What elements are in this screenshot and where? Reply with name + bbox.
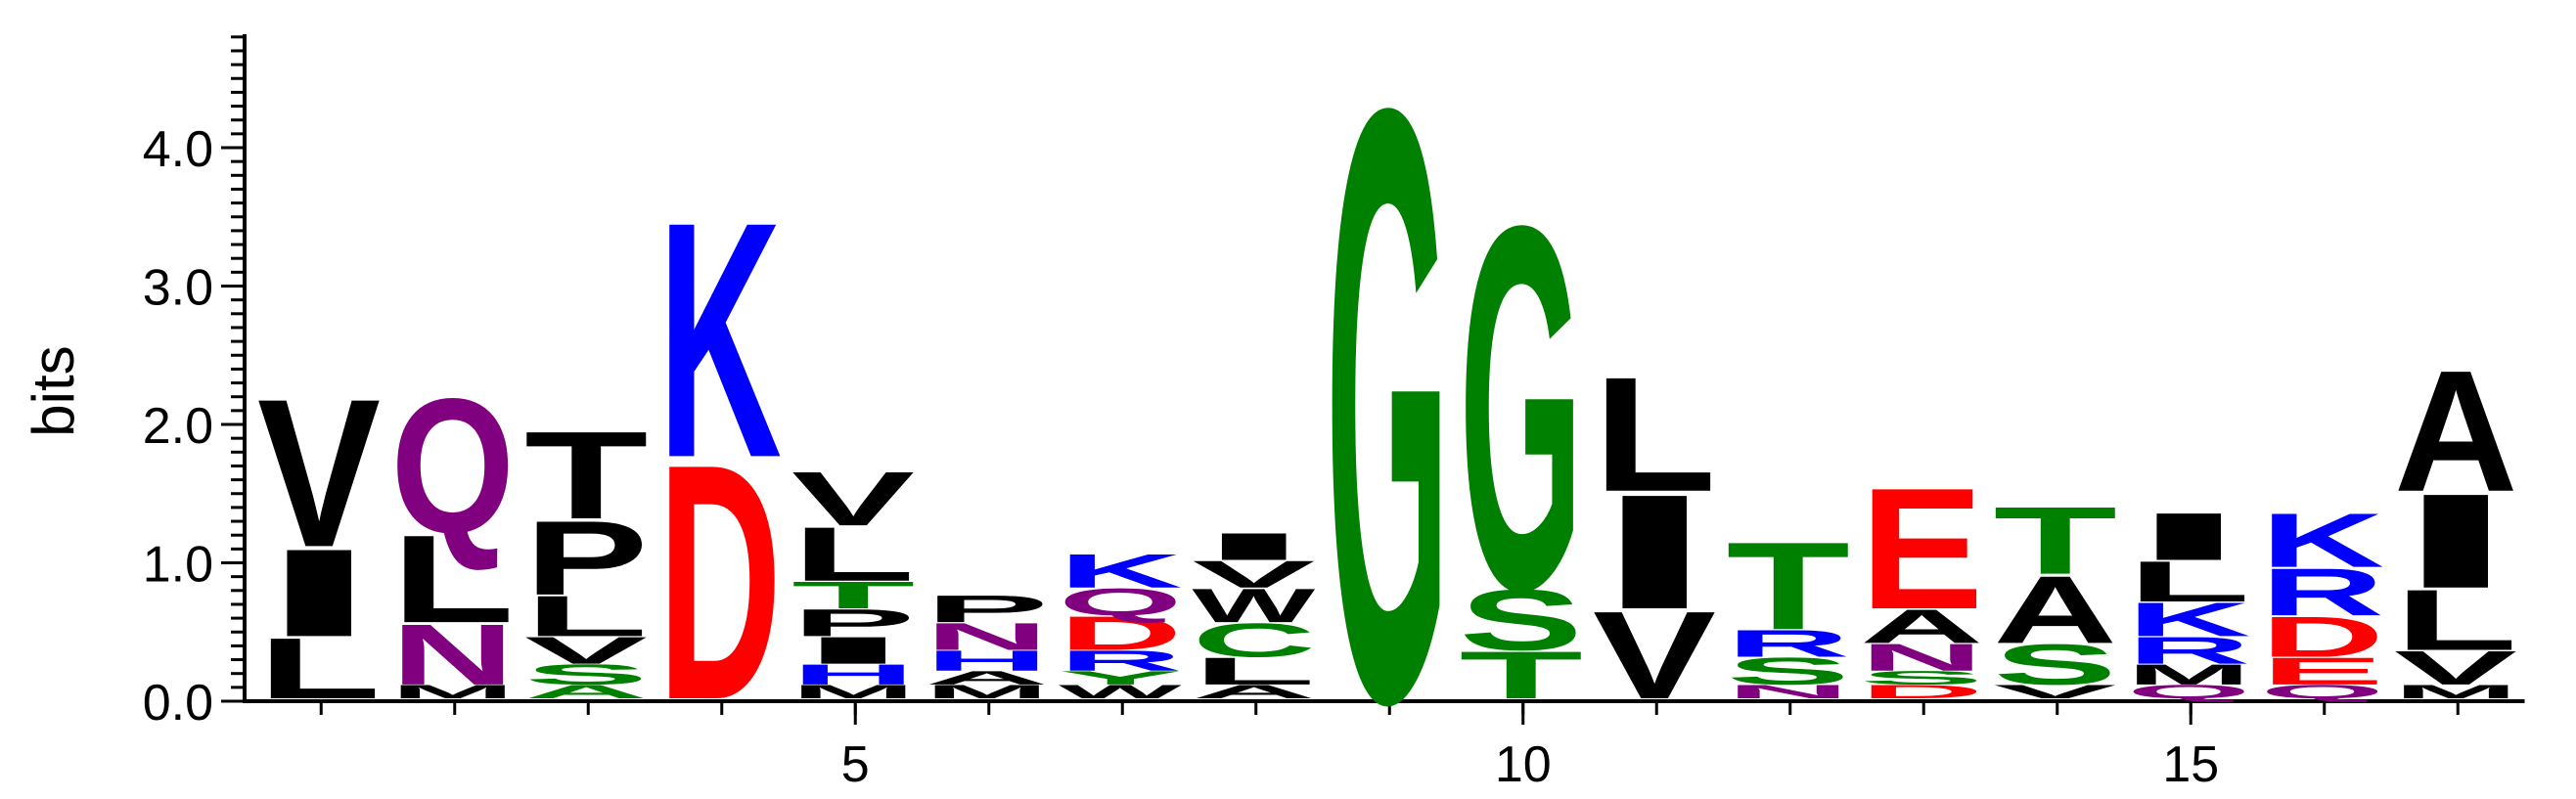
logo-letter-Q: Q [2127, 681, 2250, 702]
logo-letter-Q: Q [1059, 581, 1182, 624]
logo-letter-V: V [2394, 642, 2517, 695]
logo-letter-D: D [1860, 681, 1984, 702]
logo-letter-L: L [524, 584, 648, 648]
logo-letter-A: A [524, 681, 649, 702]
logo-letter-H: H [791, 658, 915, 690]
logo-letter-A: A [1994, 556, 2117, 664]
logo-letter-V: V [1994, 681, 2117, 702]
logo-letter-A: A [1193, 681, 1317, 702]
logo-letter-N: N [1860, 636, 1983, 679]
x-tick-label: 10 [1495, 736, 1552, 793]
logo-letter-Q: Q [391, 360, 515, 574]
logo-letter-A: A [2394, 335, 2518, 528]
logo-letter-S: S [1460, 572, 1583, 669]
chart-ticks: 0.0 1.0 2.0 3.0 4.0 5 10 15 [143, 35, 2460, 793]
logo-letter-I: I [257, 523, 381, 663]
logo-letter-K: K [1059, 545, 1182, 599]
logo-letter-Q: Q [2261, 681, 2384, 702]
logo-letter-A: A [926, 667, 1050, 688]
logo-letter-V: V [1193, 553, 1316, 596]
logo-letter-I: I [2127, 499, 2250, 574]
logo-letter-T: T [1460, 638, 1583, 713]
logo-letter-S: S [1727, 650, 1850, 693]
logo-letter-K: K [658, 152, 782, 527]
logo-letter-E: E [2261, 650, 2384, 693]
logo-letter-L: L [391, 510, 515, 649]
logo-letter-L: L [1593, 343, 1716, 525]
logo-letter-T: T [524, 406, 648, 546]
logo-letter-P: P [524, 499, 648, 617]
logo-letter-R: R [1059, 644, 1182, 677]
logo-letter-G: G [1460, 119, 1583, 698]
logo-letter-R: R [2127, 629, 2250, 672]
y-tick-label: 0.0 [143, 675, 213, 732]
logo-letter-V: V [524, 629, 648, 672]
logo-letter-L: L [2394, 571, 2517, 668]
logo-letter-I: I [1593, 461, 1716, 644]
logo-letter-N: N [391, 606, 515, 703]
logo-letter-L: L [257, 620, 381, 717]
y-tick-label: 1.0 [143, 537, 213, 594]
logo-letter-L: L [1193, 649, 1316, 692]
logo-letter-M: M [2394, 681, 2517, 702]
logo-letter-N: N [1727, 681, 1851, 702]
y-tick-label: 4.0 [143, 121, 213, 178]
logo-letter-W: W [1059, 681, 1182, 702]
logo-letter-V: V [257, 355, 381, 592]
logo-letter-G: G [1326, 0, 1449, 799]
logo-letter-S: S [524, 658, 648, 690]
logo-letter-L: L [2127, 550, 2250, 614]
logo-letter-M: M [391, 681, 515, 702]
logo-letter-A: A [1860, 599, 1983, 653]
logo-letter-K: K [2261, 497, 2385, 583]
logo-letter-V: V [1593, 586, 1716, 726]
logo-letter-M: M [2127, 658, 2250, 690]
y-tick-label: 3.0 [143, 260, 213, 317]
logo-letter-R: R [1727, 622, 1850, 665]
logo-letter-L: L [791, 511, 915, 598]
y-axis-label: bits [21, 345, 86, 436]
x-tick-label: 5 [841, 736, 870, 793]
logo-letter-H: H [926, 644, 1049, 677]
logo-letter-R: R [2261, 555, 2384, 631]
logo-letter-M: M [926, 681, 1049, 702]
logo-letter-P: P [791, 601, 915, 644]
logo-letter-P: P [926, 588, 1049, 631]
logo-letter-S: S [1994, 633, 2118, 697]
logo-letter-I: I [791, 629, 915, 672]
logo-letter-D: D [2261, 604, 2384, 669]
x-tick-label: 15 [2162, 736, 2219, 793]
logo-letter-M: M [791, 681, 915, 702]
logo-letter-Y: Y [1059, 667, 1182, 688]
logo-letter-C: C [1193, 614, 1316, 668]
logo-letter-K: K [2127, 593, 2250, 646]
logo-letter-D: D [658, 394, 782, 770]
logo-letter-I: I [1193, 525, 1316, 568]
logo-letter-I: I [2394, 466, 2517, 616]
y-tick-label: 2.0 [143, 398, 213, 455]
logo-letter-T: T [791, 573, 915, 616]
logo-letter-S: S [1860, 667, 1983, 688]
logo-letter-N: N [926, 615, 1049, 658]
logo-letter-V: V [791, 456, 915, 542]
logo-letter-E: E [1860, 452, 1983, 645]
logo-letter-W: W [1193, 579, 1316, 633]
logo-letter-D: D [1059, 607, 1182, 661]
logo-letter-T: T [1727, 516, 1850, 656]
logo-letter-T: T [1994, 487, 2117, 595]
